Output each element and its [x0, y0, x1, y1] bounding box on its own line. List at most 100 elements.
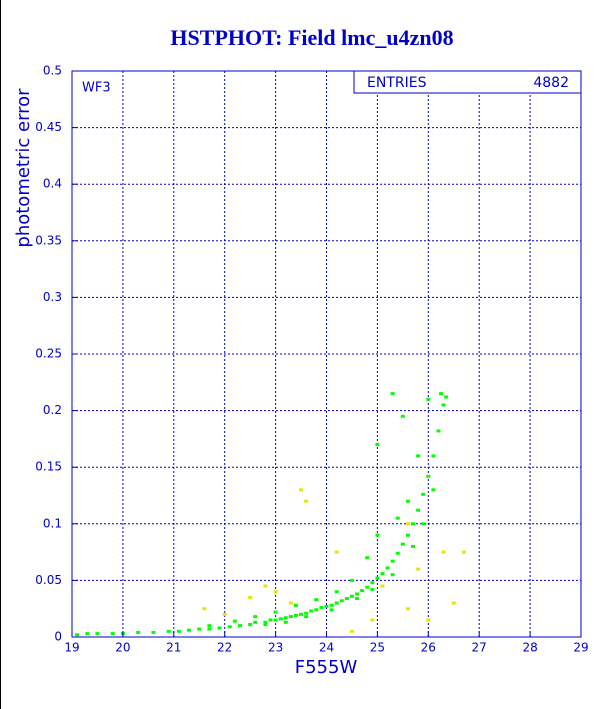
x-tick-label: 24 [319, 641, 334, 655]
point [436, 429, 441, 433]
x-tick-label: 23 [268, 641, 283, 655]
point [151, 630, 156, 634]
point [334, 601, 339, 605]
point [329, 603, 334, 607]
point [444, 395, 449, 399]
point [416, 508, 421, 512]
point [431, 454, 436, 458]
point [365, 585, 370, 589]
point [421, 492, 426, 496]
point [421, 522, 426, 526]
x-tick-label: 27 [472, 641, 487, 655]
point [339, 599, 344, 603]
point [395, 516, 400, 520]
point [237, 624, 242, 628]
x-tick-label: 19 [64, 641, 79, 655]
point [248, 595, 253, 599]
point [319, 606, 324, 610]
point [248, 623, 253, 627]
point [227, 625, 232, 629]
point [329, 608, 334, 612]
point [166, 629, 171, 633]
point [293, 603, 298, 607]
point [268, 618, 273, 622]
point [405, 522, 410, 526]
point [207, 624, 212, 628]
y-tick-label: 0.35 [35, 233, 62, 247]
point [288, 601, 293, 605]
point [110, 632, 115, 636]
point [439, 392, 444, 396]
point [400, 542, 405, 546]
point [197, 627, 202, 631]
point [85, 632, 90, 636]
point [278, 617, 283, 621]
x-axis-label: F555W [295, 657, 358, 678]
point [217, 626, 222, 630]
point [405, 607, 410, 611]
point [273, 618, 278, 622]
point [370, 618, 375, 622]
point [324, 604, 329, 608]
point [355, 592, 360, 596]
point [370, 587, 375, 591]
y-tick-label: 0.45 [35, 120, 62, 134]
point [314, 608, 319, 612]
point [400, 414, 405, 418]
point [390, 573, 395, 577]
x-tick-label: 25 [370, 641, 385, 655]
point [349, 578, 354, 582]
point [355, 597, 360, 601]
point [288, 615, 293, 619]
point [283, 616, 288, 620]
point [390, 559, 395, 563]
point [451, 601, 456, 605]
point [222, 612, 227, 616]
point [431, 488, 436, 492]
y-tick-label: 0.5 [43, 64, 62, 78]
y-tick-label: 0.2 [43, 403, 62, 417]
point [380, 584, 385, 588]
point [405, 533, 410, 537]
point [299, 488, 304, 492]
point [273, 590, 278, 594]
point [416, 567, 421, 571]
point [207, 627, 212, 631]
point [405, 499, 410, 503]
annotation: WF3 [82, 81, 111, 96]
point [375, 533, 380, 537]
point [293, 613, 298, 617]
point [390, 392, 395, 396]
point [344, 597, 349, 601]
point [283, 620, 288, 624]
point [309, 609, 314, 613]
point [349, 594, 354, 598]
point [441, 403, 446, 407]
point [426, 618, 431, 622]
y-tick-label: 0.1 [43, 516, 62, 530]
point [375, 443, 380, 447]
point [253, 620, 258, 624]
stats-value: 4882 [533, 75, 569, 91]
point [304, 611, 309, 615]
point [314, 598, 319, 602]
x-tick-label: 22 [217, 641, 232, 655]
point [385, 566, 390, 570]
y-axis-label: photometric error [13, 88, 34, 248]
point [273, 610, 278, 614]
point [95, 632, 100, 636]
x-tick-label: 26 [421, 641, 436, 655]
y-tick-label: 0.25 [35, 347, 62, 361]
point [334, 550, 339, 554]
point [411, 544, 416, 548]
x-tick-label: 28 [522, 641, 537, 655]
point [416, 454, 421, 458]
point [380, 572, 385, 576]
point [263, 584, 268, 588]
x-tick-label: 21 [166, 641, 181, 655]
point [304, 615, 309, 619]
x-tick-label: 20 [115, 641, 130, 655]
point [232, 619, 237, 623]
point [136, 630, 141, 634]
